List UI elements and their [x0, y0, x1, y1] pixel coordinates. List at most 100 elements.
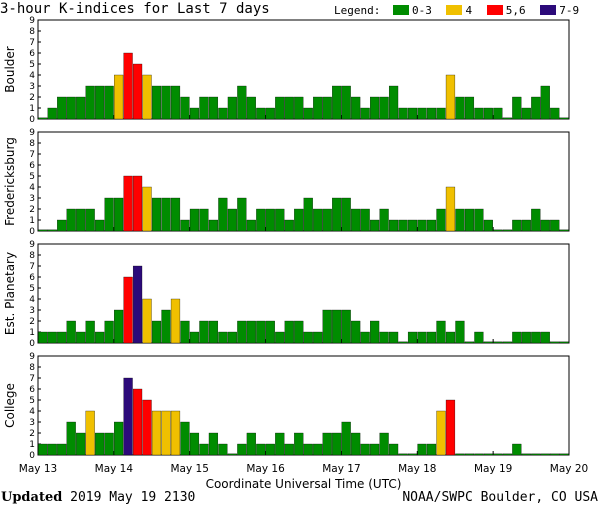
bar-1-39 [407, 219, 418, 232]
legend-swatch-7-9 [540, 5, 557, 15]
bar-1-35 [370, 219, 380, 232]
bar-0-39 [407, 107, 418, 120]
bar-1-0 [38, 229, 48, 232]
bar-1-1 [47, 229, 57, 232]
bar-3-53 [540, 453, 550, 456]
bar-0-20 [227, 96, 237, 120]
bar-0-48 [493, 107, 503, 120]
bar-2-13 [161, 309, 171, 344]
bar-2-31 [332, 309, 342, 344]
bar-1-33 [351, 208, 361, 232]
bar-0-44 [455, 96, 465, 120]
bar-0-12 [151, 85, 162, 120]
bar-1-5 [85, 208, 95, 232]
bar-0-22 [246, 96, 256, 120]
y-tick-label-1-0: 0 [29, 227, 35, 237]
bar-0-1 [47, 107, 57, 120]
bar-1-55 [559, 229, 569, 232]
x-tick-label-0: May 13 [19, 463, 57, 475]
bar-0-47 [483, 107, 493, 120]
y-tick-label-3-3: 3 [29, 418, 35, 428]
y-tick-label-3-0: 0 [29, 451, 35, 461]
bar-1-21 [237, 197, 247, 232]
bar-0-54 [550, 107, 560, 120]
y-tick-label-0-3: 3 [29, 82, 35, 92]
bar-3-37 [388, 443, 399, 456]
y-tick-label-0-4: 4 [29, 71, 35, 81]
bar-2-51 [521, 331, 531, 344]
legend-item-4: 4 [446, 4, 472, 17]
bar-2-49 [502, 341, 512, 344]
bar-1-18 [208, 219, 219, 232]
bar-2-41 [426, 331, 437, 344]
bar-3-51 [521, 453, 531, 456]
bar-3-43 [445, 399, 456, 456]
y-tick-label-0-5: 5 [29, 60, 35, 70]
bar-2-55 [559, 341, 569, 344]
y-tick-label-2-9: 9 [29, 240, 35, 250]
bar-2-22 [246, 320, 256, 344]
y-tick-label-3-6: 6 [29, 385, 35, 395]
legend-item-7-9: 7-9 [540, 4, 579, 17]
bar-1-40 [417, 219, 427, 232]
bar-1-8 [114, 197, 124, 232]
bar-0-37 [388, 85, 399, 120]
bar-0-13 [161, 85, 171, 120]
y-tick-label-1-2: 2 [29, 205, 35, 215]
bar-3-19 [218, 443, 228, 456]
bar-0-50 [512, 96, 522, 120]
bar-3-48 [493, 453, 503, 456]
bar-0-5 [85, 85, 95, 120]
bar-3-3 [66, 421, 76, 456]
bar-0-33 [351, 96, 361, 120]
bar-2-23 [256, 320, 266, 344]
bar-1-10 [132, 175, 143, 232]
bar-0-15 [180, 96, 190, 120]
bar-3-23 [256, 443, 266, 456]
bar-3-17 [199, 443, 209, 456]
bar-3-20 [227, 453, 237, 456]
y-tick-label-0-2: 2 [29, 93, 35, 103]
bar-0-18 [208, 96, 219, 120]
bar-3-39 [407, 453, 418, 456]
bar-2-53 [540, 331, 550, 344]
y-tick-label-1-4: 4 [29, 183, 35, 193]
bar-2-24 [265, 320, 275, 344]
x-tick-label-3: May 16 [246, 463, 285, 475]
x-axis-title: Coordinate Universal Time (UTC) [206, 477, 402, 490]
bar-1-32 [341, 197, 351, 232]
bar-2-8 [114, 309, 124, 344]
bar-1-15 [180, 219, 190, 232]
bar-3-55 [559, 453, 569, 456]
y-tick-label-1-5: 5 [29, 172, 35, 182]
bar-3-36 [379, 432, 389, 456]
bar-0-28 [303, 107, 313, 120]
legend-label: Legend: [334, 4, 381, 17]
legend-text-5-6: 5,6 [505, 4, 526, 17]
bar-1-31 [332, 197, 342, 232]
bar-3-26 [284, 443, 294, 456]
bar-3-0 [38, 443, 48, 456]
bar-3-38 [398, 453, 408, 456]
bar-3-22 [246, 432, 256, 456]
bar-3-8 [114, 421, 124, 456]
y-tick-label-3-2: 2 [29, 429, 35, 439]
bar-3-16 [189, 432, 200, 456]
legend-swatch-0-3 [392, 5, 409, 15]
bar-3-45 [464, 453, 475, 456]
legend: Legend: 0-3 4 5,6 7-9 [334, 4, 587, 17]
y-tick-label-2-8: 8 [29, 251, 35, 261]
bar-3-14 [170, 410, 181, 456]
bar-1-25 [275, 208, 285, 232]
y-tick-label-0-8: 8 [29, 27, 35, 37]
bar-3-21 [237, 443, 247, 456]
bar-1-26 [284, 219, 294, 232]
bar-1-20 [227, 208, 237, 232]
bar-3-30 [322, 432, 332, 456]
bar-2-6 [95, 331, 105, 344]
bar-2-11 [142, 298, 152, 344]
bar-0-11 [142, 74, 152, 120]
bar-3-10 [132, 388, 143, 456]
bar-3-40 [417, 443, 427, 456]
bar-2-46 [474, 331, 484, 344]
